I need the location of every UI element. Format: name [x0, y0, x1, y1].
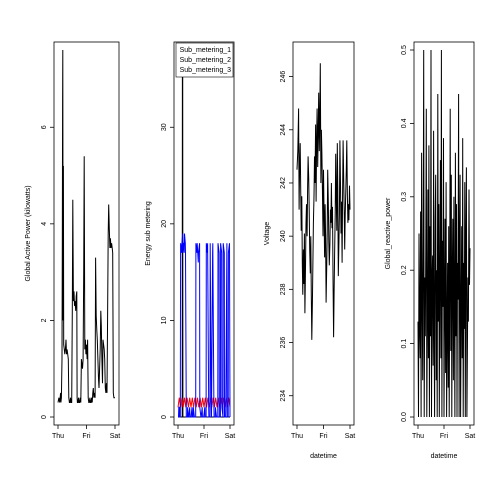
y-tick-label: 0.2 [401, 265, 408, 275]
series-line-sub-metering-3 [178, 233, 231, 418]
y-tick-label: 238 [280, 283, 287, 295]
x-tick-label: Thu [412, 433, 424, 440]
x-tick-label: Thu [291, 433, 303, 440]
legend-entry-sub-metering-1: Sub_metering_1 [180, 47, 231, 54]
y-tick-label: 246 [280, 71, 287, 83]
y-tick-label: 240 [280, 230, 287, 242]
x-tick-label: Sat [345, 433, 356, 440]
y-tick-label: 6 [41, 125, 48, 129]
y-axis-label: Global_reactive_power [385, 197, 392, 269]
x-axis-label: datetime [310, 453, 337, 460]
series-line-1 [57, 49, 115, 403]
y-tick-label: 30 [161, 123, 168, 131]
y-tick-label: 242 [280, 177, 287, 189]
y-tick-label: 0.4 [401, 118, 408, 128]
series-line-1 [417, 49, 471, 418]
chart-panel-4: 0.0 0.1 0.2 0.3 0.4 0.5 Thu Fri Sat Global_reacti… [385, 41, 476, 460]
y-axis-label: Energy sub metering [145, 201, 152, 266]
y-tick-label: 2 [41, 318, 48, 322]
y-axis-label: Voltage [264, 222, 271, 245]
x-tick-label: Thu [52, 433, 64, 440]
x-tick-label: Fri [82, 433, 91, 440]
x-tick-label: Fri [319, 433, 328, 440]
y-tick-label: 236 [280, 337, 287, 349]
x-tick-label: Sat [110, 433, 121, 440]
x-tick-label: Fri [440, 433, 449, 440]
y-tick-label: 4 [41, 222, 48, 226]
legend-entries: Sub_metering_1 Sub_metering_2 Sub_metering… [180, 47, 231, 74]
x-tick-label: Thu [172, 433, 184, 440]
x-axis-label: datetime [431, 453, 458, 460]
y-tick-label: 0.3 [401, 192, 408, 202]
chart-panel-1: 0 2 4 6 Thu Fri Sat Global Active Power (kilowa… [25, 41, 121, 440]
y-tick-label: 20 [161, 220, 168, 228]
y-tick-label: 10 [161, 316, 168, 324]
legend-box [175, 42, 234, 78]
x-tick-label: Sat [225, 433, 236, 440]
x-tick-label: Sat [465, 433, 476, 440]
y-tick-label: 0 [41, 415, 48, 419]
legend: Sub_metering_1 Sub_metering_2 Sub_metering… [175, 42, 234, 78]
y-tick-label: 0 [161, 415, 168, 419]
series-line-1 [296, 63, 351, 340]
chart-panel-3: 234 236 238 240 242 244 246 Thu Fri Sat Voltage dat… [264, 41, 356, 460]
y-tick-label: 244 [280, 124, 287, 136]
y-tick-label: 0.0 [401, 412, 408, 422]
chart-panel-2: 0 10 20 30 Thu Fri Sat Energy sub metering Sub_m… [145, 41, 236, 440]
y-axis-label: Global Active Power (kilowatts) [25, 185, 32, 281]
y-tick-label: 0.5 [401, 45, 408, 55]
legend-entry-sub-metering-2: Sub_metering_2 [180, 57, 231, 64]
y-tick-label: 0.1 [401, 339, 408, 349]
legend-entry-sub-metering-3: Sub_metering_3 [180, 67, 231, 74]
x-tick-label: Fri [200, 433, 209, 440]
y-tick-label: 234 [280, 390, 287, 402]
